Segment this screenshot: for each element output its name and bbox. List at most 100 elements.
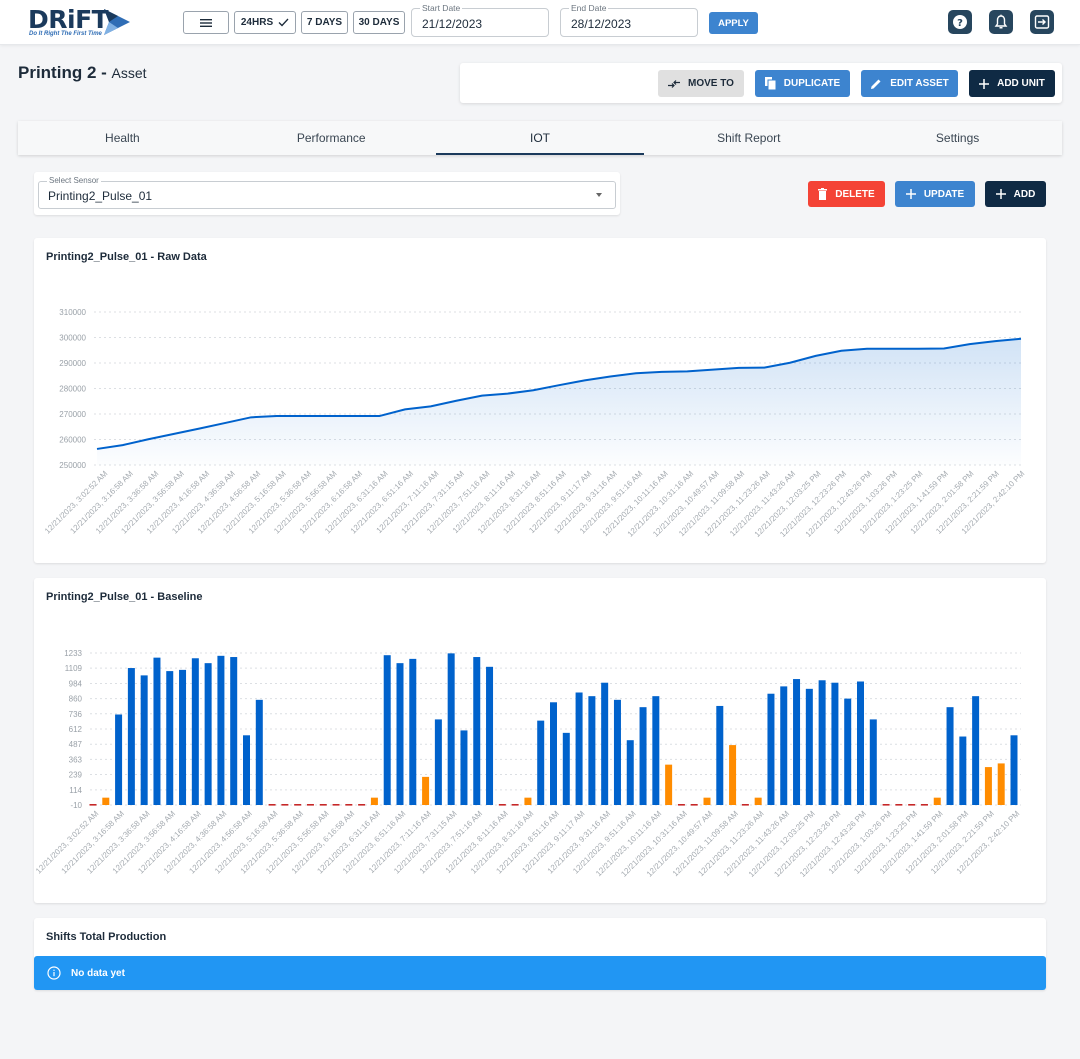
range-7days-label: 7 DAYS — [306, 17, 343, 28]
baseline-bar — [959, 736, 967, 805]
move-to-button[interactable]: MOVE TO — [658, 70, 744, 97]
raw-data-title: Printing2_Pulse_01 - Raw Data — [46, 251, 207, 263]
menu-icon — [200, 18, 212, 27]
start-date-field[interactable]: Start Date 21/12/2023 — [411, 3, 549, 37]
baseline-bar — [396, 663, 404, 805]
sensor-select-panel: Select Sensor Printing2_Pulse_01 — [34, 172, 620, 215]
y-tick-label: 1233 — [64, 649, 82, 658]
baseline-bar — [626, 740, 634, 805]
baseline-bar — [191, 658, 199, 805]
baseline-bar — [1010, 735, 1018, 805]
baseline-bar — [703, 797, 711, 805]
duplicate-button[interactable]: DUPLICATE — [755, 70, 850, 97]
plus-icon — [979, 78, 990, 89]
y-tick-label: 984 — [69, 679, 83, 688]
baseline-bar — [319, 804, 327, 806]
baseline-bar — [562, 732, 570, 805]
baseline-bar — [767, 693, 775, 805]
baseline-bar — [537, 720, 545, 805]
end-date-value: 28/12/2023 — [571, 17, 632, 31]
end-date-field[interactable]: End Date 28/12/2023 — [560, 3, 698, 37]
baseline-bar — [127, 668, 135, 805]
add-unit-button[interactable]: ADD UNIT — [969, 70, 1055, 97]
baseline-bar — [729, 745, 737, 805]
baseline-bar — [306, 804, 314, 806]
baseline-bar — [588, 696, 596, 805]
baseline-bar — [754, 797, 762, 805]
y-tick-label: 260000 — [59, 436, 86, 445]
baseline-bar — [665, 764, 673, 805]
baseline-bar — [933, 797, 941, 805]
baseline-bar — [908, 804, 916, 806]
apply-button[interactable]: APPLY — [709, 12, 758, 34]
y-tick-label: 239 — [69, 771, 83, 780]
baseline-bar — [358, 804, 366, 806]
baseline-bar — [780, 686, 788, 805]
baseline-bar — [370, 797, 378, 805]
range-7days-button[interactable]: 7 DAYS — [301, 11, 348, 34]
plus-icon — [995, 189, 1006, 199]
range-24hrs-label: 24HRS — [240, 17, 274, 28]
baseline-bar-chart[interactable]: -101142393634876127368609841109123312/21… — [34, 578, 1046, 903]
y-tick-label: 280000 — [59, 385, 86, 394]
y-tick-label: 114 — [69, 786, 82, 795]
baseline-bar — [524, 797, 532, 805]
baseline-bar — [511, 804, 519, 806]
drift-logo[interactable]: DRiFT Do It Right The First Time — [28, 7, 133, 39]
start-date-label: Start Date — [420, 3, 463, 13]
add-unit-label: ADD UNIT — [997, 78, 1045, 89]
baseline-bar — [243, 735, 250, 805]
range-24hrs-button[interactable]: 24HRS — [234, 11, 296, 34]
baseline-bar — [601, 682, 609, 805]
tab-shift-report[interactable]: Shift Report — [717, 131, 781, 145]
tab-health[interactable]: Health — [105, 131, 140, 145]
baseline-bar — [230, 657, 238, 805]
baseline-bar — [869, 719, 877, 805]
baseline-bar — [972, 696, 980, 805]
baseline-bar — [831, 682, 839, 805]
baseline-bar — [498, 804, 506, 806]
add-sensor-button[interactable]: ADD — [985, 181, 1046, 207]
help-button[interactable]: ? — [948, 10, 972, 34]
raw-data-area-chart[interactable]: 250000 260000 270000 280000 290000 300000 3100… — [34, 238, 1046, 563]
baseline-bar — [345, 804, 353, 806]
logout-icon — [1034, 15, 1050, 29]
tab-performance[interactable]: Performance — [296, 131, 366, 145]
notifications-button[interactable] — [989, 10, 1013, 34]
baseline-bar — [255, 699, 263, 805]
swap-arrows-icon — [668, 79, 681, 88]
update-sensor-button[interactable]: UPDATE — [895, 181, 975, 207]
range-30days-label: 30 DAYS — [358, 17, 400, 28]
sensor-select[interactable]: Select Sensor Printing2_Pulse_01 — [38, 176, 616, 209]
tab-iot[interactable]: IOT — [435, 121, 645, 155]
range-30days-button[interactable]: 30 DAYS — [353, 11, 405, 34]
logout-button[interactable] — [1030, 10, 1054, 34]
pencil-icon — [871, 79, 881, 89]
baseline-bar — [882, 804, 890, 806]
move-to-label: MOVE TO — [688, 78, 734, 89]
baseline-bar — [857, 681, 864, 805]
menu-button[interactable] — [183, 11, 229, 34]
end-date-label: End Date — [569, 3, 609, 13]
add-label: ADD — [1013, 188, 1036, 200]
raw-data-card: Printing2_Pulse_01 - Raw Data 250000 2600… — [34, 238, 1046, 563]
delete-sensor-button[interactable]: DELETE — [808, 181, 885, 207]
baseline-bar — [166, 671, 174, 805]
edit-asset-button[interactable]: EDIT ASSET — [861, 70, 958, 97]
baseline-bar — [268, 804, 276, 806]
baseline-bar — [997, 763, 1005, 805]
tab-settings[interactable]: Settings — [935, 131, 980, 145]
delete-label: DELETE — [835, 188, 875, 200]
baseline-bar — [409, 658, 417, 805]
baseline-bar — [332, 804, 340, 806]
page-subtitle: Asset — [111, 65, 147, 81]
top-bar: DRiFT Do It Right The First Time 24HRS 7… — [0, 0, 1080, 45]
baseline-bar — [447, 653, 455, 805]
baseline-bar — [639, 707, 647, 805]
svg-text:?: ? — [957, 18, 963, 29]
y-tick-label: 290000 — [59, 359, 86, 368]
baseline-bar — [473, 657, 481, 805]
baseline-bar — [677, 804, 685, 806]
baseline-bar — [434, 719, 442, 805]
y-tick-label: 487 — [69, 740, 83, 749]
